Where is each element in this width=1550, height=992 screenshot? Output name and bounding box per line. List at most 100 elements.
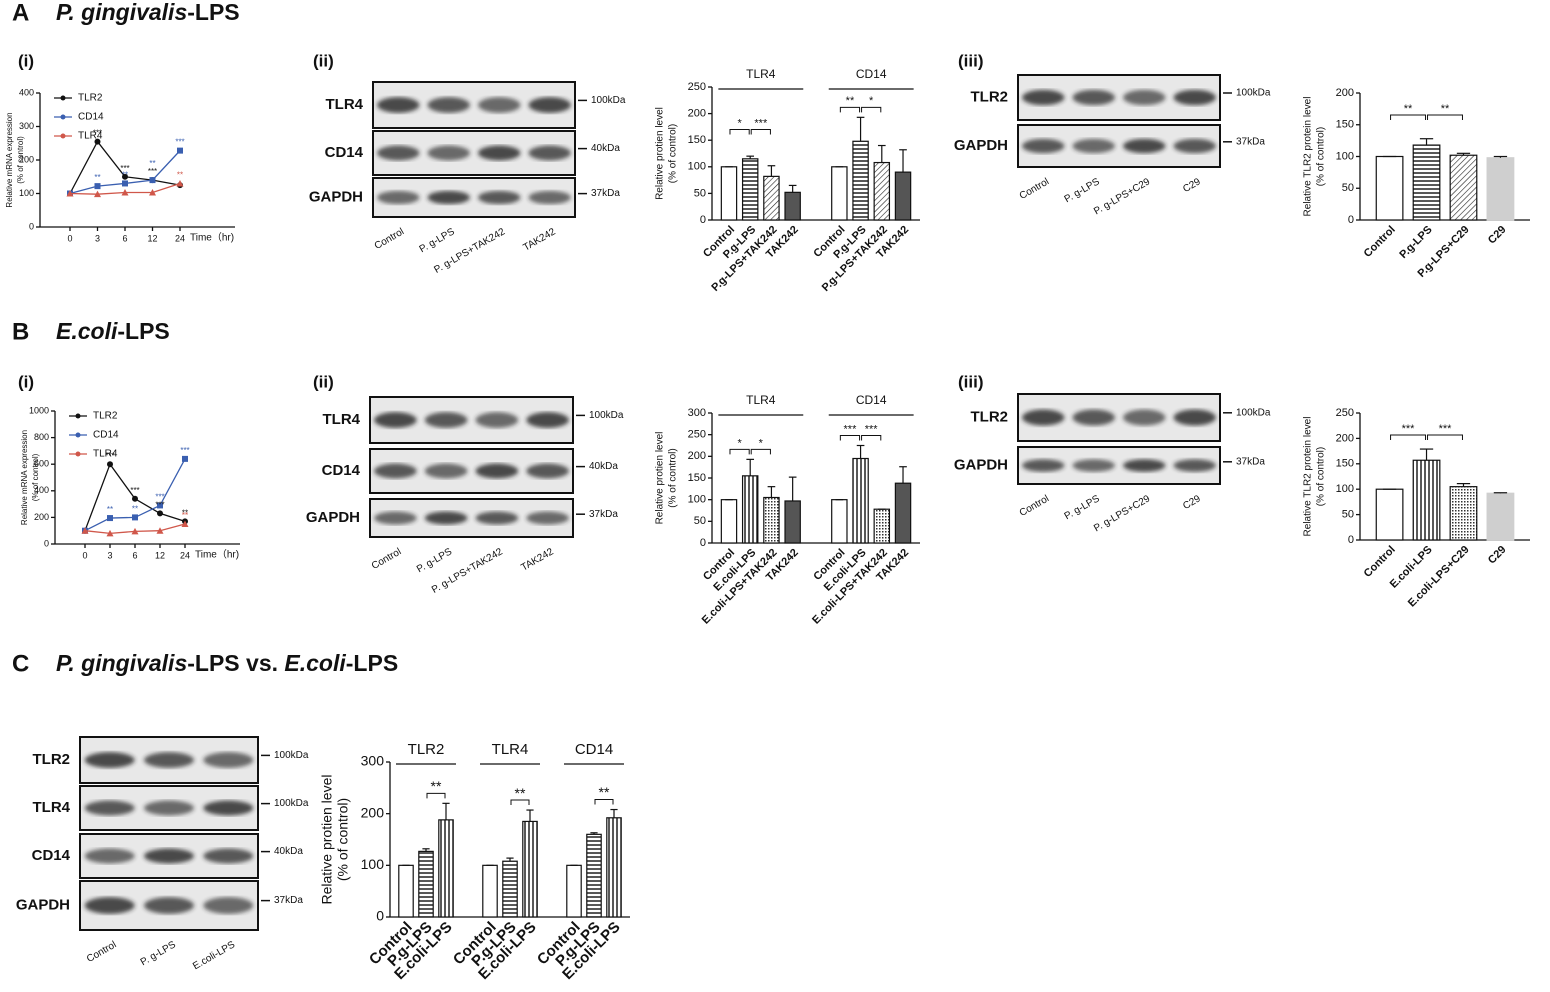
significance: ** <box>107 505 113 514</box>
blot-band <box>203 752 254 768</box>
blot-band <box>1022 89 1065 106</box>
sig-bracket <box>861 435 882 441</box>
y-tick-label: 0 <box>700 214 706 226</box>
group-title: TLR4 <box>492 741 529 758</box>
x-tick-label: 3 <box>95 233 100 243</box>
y-axis-label: Relative TLR2 protein level <box>1303 417 1314 537</box>
blot-band <box>1022 138 1065 154</box>
blot-band <box>1123 89 1166 106</box>
bar <box>1375 488 1404 541</box>
y-tick-label: 100 <box>361 856 385 872</box>
sig-bracket <box>426 792 446 799</box>
y-axis-label: Relative protien level <box>655 432 666 525</box>
y-tick-label: 300 <box>361 753 385 769</box>
x-tick-label: 12 <box>147 233 157 243</box>
bar <box>784 191 801 221</box>
x-tick-label: 3 <box>107 550 112 560</box>
x-tick-label: 24 <box>175 233 185 243</box>
section-letter: B <box>12 318 29 345</box>
y-tick-label: 200 <box>19 154 34 164</box>
significance: *** <box>155 493 164 502</box>
blot-marker: 100kDa <box>1236 407 1271 418</box>
y-tick-label: 250 <box>1336 407 1354 419</box>
blot-band <box>1173 459 1216 472</box>
sig-bracket <box>1427 114 1463 120</box>
sig-bracket <box>750 448 771 455</box>
sig-bracket <box>1390 114 1427 120</box>
y-tick-label: 50 <box>1342 182 1354 194</box>
blot-band <box>144 848 194 864</box>
sig-bracket <box>839 435 861 441</box>
point <box>107 461 113 468</box>
bar <box>1486 157 1515 221</box>
panel-label: (iii) <box>958 372 984 391</box>
section-title: E.coli-LPS <box>56 318 170 344</box>
blot-band <box>427 97 470 113</box>
point <box>107 515 113 522</box>
bar <box>741 158 759 221</box>
significance: ** <box>846 95 855 107</box>
y-tick-label: 0 <box>700 537 706 549</box>
panel-label: (ii) <box>313 51 334 70</box>
significance: *** <box>148 167 157 176</box>
significance: ** <box>94 173 100 182</box>
blot-band <box>84 897 135 914</box>
y-tick-label: 600 <box>34 459 49 469</box>
legend-label: CD14 <box>93 430 119 441</box>
point <box>122 173 128 180</box>
bar <box>438 819 454 918</box>
y-tick-label: 800 <box>34 432 49 442</box>
y-axis-label: (% of control) <box>31 453 40 501</box>
bar <box>398 864 414 918</box>
blot-band <box>424 463 468 479</box>
x-tick-label: 24 <box>180 550 190 560</box>
blot-band <box>1022 409 1065 426</box>
legend-label: TLR4 <box>93 449 118 460</box>
y-axis-label: Relative mRNA expression <box>20 430 29 525</box>
y-axis-label: Relative protien level <box>655 107 666 200</box>
blot-band <box>427 145 470 161</box>
blot-band <box>1072 89 1115 106</box>
blot-band <box>377 97 420 113</box>
sig-bracket <box>861 106 882 113</box>
title-part: -LPS <box>346 650 398 676</box>
y-axis-label: Relative protien level <box>319 775 335 905</box>
sig-bracket <box>1390 434 1427 440</box>
title-part: E.coli <box>56 318 118 344</box>
significance: ** <box>122 171 128 180</box>
blot-band <box>377 190 420 205</box>
point <box>149 177 156 184</box>
blot-band <box>1123 459 1166 472</box>
blot-marker: 37kDa <box>1236 456 1265 467</box>
blot-row-label: GAPDH <box>16 896 70 913</box>
y-tick-label: 0 <box>1348 214 1354 226</box>
blot-band <box>377 145 420 161</box>
significance: *** <box>130 486 139 495</box>
point <box>157 510 163 517</box>
blot-band <box>203 800 254 816</box>
significance: ** <box>132 505 138 514</box>
blot-row-label: GAPDH <box>954 456 1008 473</box>
y-tick-label: 0 <box>376 908 384 924</box>
blot-row-label: TLR4 <box>33 799 71 816</box>
blot-band <box>528 190 571 205</box>
blot-marker: 100kDa <box>274 798 309 809</box>
significance: *** <box>155 501 164 510</box>
legend-label: CD14 <box>78 112 104 123</box>
bar <box>522 820 538 918</box>
significance: * <box>737 117 742 129</box>
blot-row-label: TLR4 <box>326 96 364 113</box>
section-title: P. gingivalis-LPS <box>56 0 240 25</box>
blot-marker: 37kDa <box>591 188 620 199</box>
point <box>81 527 89 534</box>
legend-label: TLR2 <box>78 93 103 104</box>
blot-band <box>528 97 571 113</box>
lane-label: Control <box>1018 493 1051 519</box>
bar <box>720 499 738 544</box>
bar <box>831 166 848 221</box>
blot-band <box>1173 409 1216 426</box>
bar <box>741 475 759 544</box>
y-tick-label: 400 <box>19 87 34 97</box>
blot-marker: 37kDa <box>274 895 303 906</box>
